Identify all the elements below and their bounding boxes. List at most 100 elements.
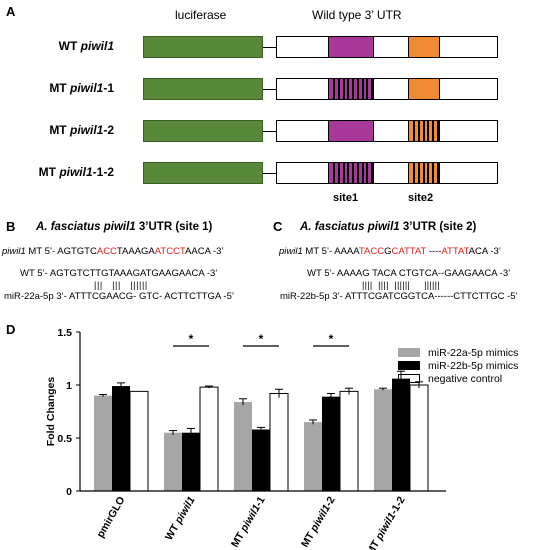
significance-star: * xyxy=(259,332,264,346)
site1-box xyxy=(328,78,374,100)
bar xyxy=(199,386,219,492)
legend-item-series-1: miR-22a-5p mimics xyxy=(398,346,518,359)
panel-c-mt-part: G xyxy=(384,246,392,257)
mutation-stripe xyxy=(413,163,415,183)
y-tick-label: 0.5 xyxy=(57,433,72,445)
panel-c-mt-part: MT 5’- AAAA xyxy=(302,246,359,257)
construct-label-3: MT piwil1-2 xyxy=(4,123,114,137)
mutation-stripe xyxy=(427,121,430,141)
panel-b-mt-part: MT 5’- AGTGTC xyxy=(25,246,97,257)
construct-label-part: piwil1 xyxy=(80,39,114,53)
linker-line xyxy=(263,46,276,48)
luciferase-box xyxy=(143,162,263,184)
mutation-stripe xyxy=(333,79,335,99)
panel-b-pairing-bars: ||| ||| |||||| xyxy=(94,280,148,290)
bar xyxy=(182,432,200,491)
mutation-stripe xyxy=(417,163,420,183)
legend-swatch xyxy=(398,348,420,357)
mutation-stripe xyxy=(437,121,439,141)
fold-change-bar-chart: 0 0.5 1 1.5 Fold Changes pmirGLO WT piwil1 MT p… xyxy=(45,327,446,550)
panel-b-letter: B xyxy=(6,219,16,234)
panel-c-mt-sequence: piwil1 MT 5’- AAAATACCGCATTAT ----ATTATA… xyxy=(279,246,501,257)
bar xyxy=(164,432,182,491)
bar xyxy=(322,396,340,491)
site2-label: site2 xyxy=(408,192,434,204)
legend-label: miR-22a-5p mimics xyxy=(428,346,519,359)
panel-c-mt-mutated-3: ATTAT xyxy=(441,246,469,257)
category-label: MT piwil1-1 xyxy=(229,494,268,549)
mutation-stripe xyxy=(342,163,345,183)
mutation-stripe xyxy=(361,163,364,183)
panel-b-mt-gene: piwil1 xyxy=(2,246,26,257)
mutation-stripe xyxy=(352,79,354,99)
category-label-part: pmirGLO xyxy=(94,495,127,540)
utr-header: Wild type 3’ UTR xyxy=(312,8,402,22)
mutation-stripe xyxy=(432,163,435,183)
mutation-stripe xyxy=(356,79,359,99)
panel-c-pairing-bars: |||| |||| |||||| |||||| xyxy=(362,280,440,290)
category-label: MT piwil1-2 xyxy=(299,494,338,549)
site2-box xyxy=(408,120,440,142)
category-label-part: -1-2 xyxy=(388,494,408,516)
construct-label-part: MT xyxy=(49,123,70,137)
mutation-stripe xyxy=(333,163,335,183)
panel-c-title: A. fasciatus piwil1 3’UTR (site 2) xyxy=(300,221,476,233)
mutation-stripe xyxy=(413,121,415,141)
mutation-stripe xyxy=(361,79,364,99)
luciferase-header: luciferase xyxy=(175,8,227,22)
y-axis-title: Fold Changes xyxy=(45,377,57,447)
significance-star: * xyxy=(329,332,334,346)
mutation-stripe xyxy=(366,163,369,183)
luciferase-box xyxy=(143,78,263,100)
y-tick-label: 1.5 xyxy=(57,327,72,339)
bar xyxy=(339,390,359,492)
site1-label: site1 xyxy=(333,192,359,204)
mutation-stripe xyxy=(422,121,425,141)
bar xyxy=(94,395,112,491)
construct-label-part: piwil1 xyxy=(69,81,104,95)
legend-label: negative control xyxy=(428,372,503,385)
bar xyxy=(129,390,149,492)
mutation-stripe xyxy=(417,121,420,141)
panel-c-title-species: A. fasciatus piwil1 xyxy=(300,221,400,233)
mutation-stripe xyxy=(342,79,345,99)
site2-box xyxy=(408,36,440,58)
mutation-stripe xyxy=(427,163,430,183)
panel-b-mirna-sequence: miR-22a-5p 3’- ATTTCGAACG- GTC- ACTTCTTG… xyxy=(4,291,234,302)
mutation-stripe xyxy=(352,163,354,183)
bar xyxy=(304,422,322,491)
bar xyxy=(409,384,429,492)
mutation-stripe xyxy=(422,163,425,183)
construct-label-part: -2 xyxy=(103,123,114,137)
category-label: pmirGLO xyxy=(94,495,127,540)
bar xyxy=(374,389,392,491)
panel-b-title-species: A. fasciatus piwil1 xyxy=(36,221,136,233)
mutation-stripe xyxy=(337,163,340,183)
construct-label-part: MT xyxy=(49,81,70,95)
site2-box xyxy=(408,78,440,100)
panel-c-mt-gene: piwil1 xyxy=(279,246,303,257)
mutation-stripe xyxy=(437,163,439,183)
bar xyxy=(392,378,410,491)
y-tick-label: 0 xyxy=(66,486,72,498)
panel-b-mt-part: AACA -3’ xyxy=(185,246,224,257)
panel-b-title: A. fasciatus piwil1 3’UTR (site 1) xyxy=(36,221,212,233)
construct-label-2: MT piwil1-1 xyxy=(4,81,114,95)
panel-b-mt-mutated-1: ACC xyxy=(96,246,117,257)
legend-swatch xyxy=(398,361,420,370)
construct-label-part: piwil1 xyxy=(59,165,93,179)
legend-item-series-2: miR-22b-5p mimics xyxy=(398,359,518,372)
panel-c-letter: C xyxy=(273,219,283,234)
significance-star: * xyxy=(189,332,194,346)
mutation-stripe xyxy=(347,163,350,183)
category-label: MT piwil1-1-2 xyxy=(364,494,407,550)
bar xyxy=(234,401,252,491)
panel-c-mirna-sequence: miR-22b-5p 3’- ATTTCGATCGGTCA------CTTCT… xyxy=(280,291,518,302)
y-tick-label: 1 xyxy=(66,380,72,392)
panel-d-letter: D xyxy=(6,322,16,337)
legend-label: miR-22b-5p mimics xyxy=(428,359,519,372)
construct-label-4: MT piwil1-1-2 xyxy=(4,165,114,179)
construct-label-part: piwil1 xyxy=(69,123,104,137)
mutation-stripe xyxy=(371,79,373,99)
construct-label-1: WT piwil1 xyxy=(4,39,114,53)
